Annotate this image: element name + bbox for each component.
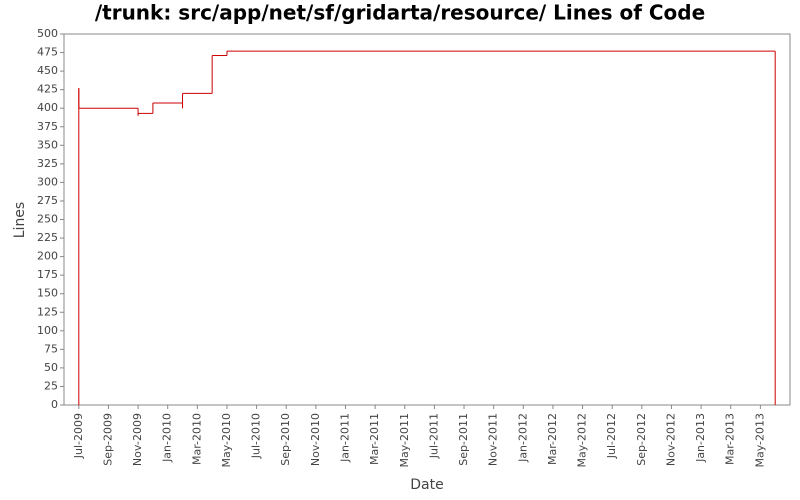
y-tick-label: 250 bbox=[37, 213, 58, 226]
x-tick-label: Jan-2012 bbox=[516, 413, 529, 463]
y-tick-label: 450 bbox=[37, 64, 58, 77]
y-tick-label: 200 bbox=[37, 250, 58, 263]
y-tick-label: 175 bbox=[37, 268, 58, 281]
y-tick-label: 125 bbox=[37, 305, 58, 318]
x-tick-label: Jan-2010 bbox=[161, 413, 174, 463]
y-tick-label: 0 bbox=[51, 398, 58, 411]
x-tick-label: Sep-2009 bbox=[101, 413, 114, 466]
x-tick-label: Mar-2012 bbox=[546, 413, 559, 465]
y-tick-label: 50 bbox=[44, 361, 58, 374]
y-tick-label: 100 bbox=[37, 324, 58, 337]
y-tick-label: 325 bbox=[37, 157, 58, 170]
y-axis-label: Lines bbox=[12, 202, 28, 238]
y-tick-label: 225 bbox=[37, 231, 58, 244]
x-tick-label: Sep-2011 bbox=[457, 413, 470, 466]
y-tick-label: 300 bbox=[37, 175, 58, 188]
x-tick-label: Jul-2012 bbox=[605, 413, 618, 459]
x-tick-label: Nov-2010 bbox=[309, 413, 322, 466]
y-tick-label: 425 bbox=[37, 83, 58, 96]
x-tick-label: Mar-2010 bbox=[190, 413, 203, 465]
y-tick-label: 275 bbox=[37, 194, 58, 207]
x-tick-label: Mar-2013 bbox=[724, 413, 737, 465]
y-tick-label: 25 bbox=[44, 379, 58, 392]
x-axis-label: Date bbox=[410, 477, 443, 493]
y-tick-label: 500 bbox=[37, 27, 58, 40]
x-tick-label: Jul-2010 bbox=[250, 413, 263, 459]
x-tick-label: Sep-2010 bbox=[279, 413, 292, 466]
x-tick-label: Mar-2011 bbox=[368, 413, 381, 465]
x-tick-label: May-2013 bbox=[753, 413, 766, 468]
y-tick-label: 375 bbox=[37, 120, 58, 133]
x-tick-label: May-2012 bbox=[576, 413, 589, 468]
y-tick-label: 400 bbox=[37, 101, 58, 114]
x-tick-label: May-2010 bbox=[220, 413, 233, 468]
y-tick-label: 350 bbox=[37, 138, 58, 151]
x-tick-label: Jul-2011 bbox=[427, 413, 440, 459]
x-tick-label: Jan-2011 bbox=[339, 413, 352, 463]
chart-title: /trunk: src/app/net/sf/gridarta/resource… bbox=[95, 1, 705, 25]
y-tick-label: 150 bbox=[37, 287, 58, 300]
y-tick-label: 75 bbox=[44, 342, 58, 355]
plot-area bbox=[63, 33, 791, 406]
x-tick-label: Nov-2011 bbox=[487, 413, 500, 466]
x-tick-label: Jul-2009 bbox=[72, 413, 85, 459]
x-tick-label: Nov-2012 bbox=[664, 413, 677, 466]
y-tick-label: 475 bbox=[37, 46, 58, 59]
x-tick-label: Nov-2009 bbox=[131, 413, 144, 466]
x-tick-label: Sep-2012 bbox=[635, 413, 648, 466]
x-tick-label: May-2011 bbox=[398, 413, 411, 468]
x-tick-label: Jan-2013 bbox=[694, 413, 707, 463]
